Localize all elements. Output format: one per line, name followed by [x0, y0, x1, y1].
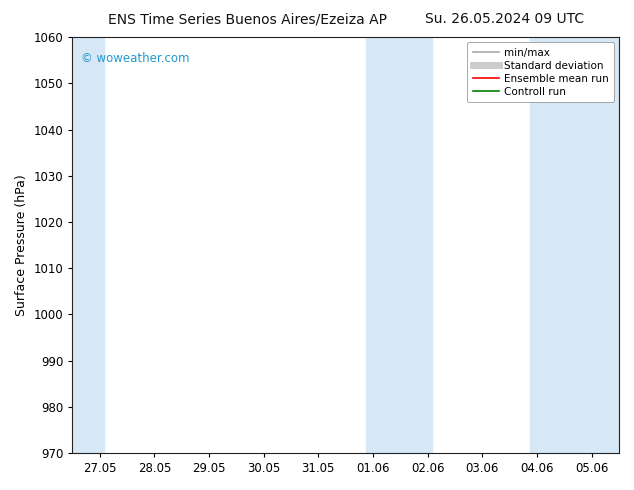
- Text: ENS Time Series Buenos Aires/Ezeiza AP: ENS Time Series Buenos Aires/Ezeiza AP: [108, 12, 387, 26]
- Bar: [72, 37, 104, 453]
- Y-axis label: Surface Pressure (hPa): Surface Pressure (hPa): [15, 174, 28, 316]
- Legend: min/max, Standard deviation, Ensemble mean run, Controll run: min/max, Standard deviation, Ensemble me…: [467, 42, 614, 102]
- Text: © woweather.com: © woweather.com: [81, 52, 189, 65]
- Bar: [531, 37, 619, 453]
- Bar: [366, 37, 432, 453]
- Text: Su. 26.05.2024 09 UTC: Su. 26.05.2024 09 UTC: [425, 12, 584, 26]
